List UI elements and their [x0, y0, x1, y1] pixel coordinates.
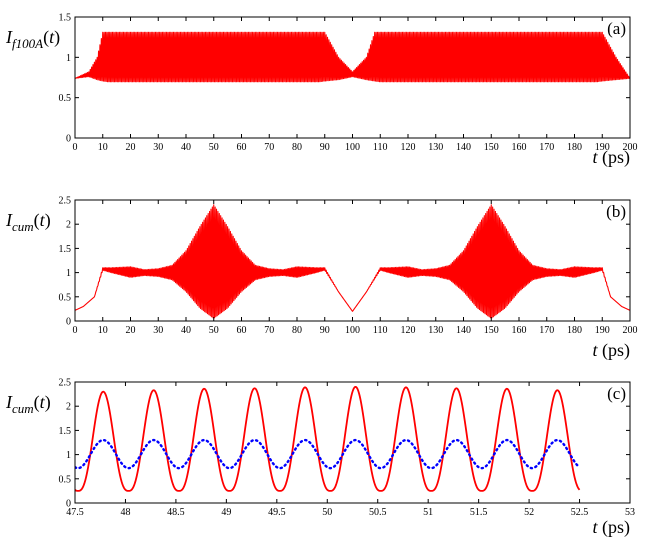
x-tick-label: 60: [237, 142, 247, 153]
x-tick-label: 51: [423, 507, 433, 518]
x-tick-label: 52.5: [571, 507, 589, 518]
x-axis-title: t (ps): [592, 147, 630, 168]
x-tick-label: 100: [345, 325, 360, 336]
y-axis-title: Icum(t): [5, 210, 51, 234]
x-tick-label: 0: [73, 142, 78, 153]
plot-frame: [74, 199, 631, 322]
x-tick-label: 150: [484, 142, 499, 153]
x-tick-label: 49.5: [268, 507, 286, 518]
x-tick-label: 120: [401, 325, 416, 336]
x-tick-label: 140: [456, 142, 471, 153]
x-tick-label: 47.5: [66, 507, 84, 518]
x-tick-label: 20: [126, 325, 136, 336]
panel-label: (b): [606, 202, 626, 221]
y-axis-title: If100A(t): [5, 27, 60, 51]
y-tick-label: 0: [66, 499, 71, 510]
x-tick-label: 130: [428, 325, 443, 336]
y-tick-label: 1: [66, 450, 71, 461]
x-tick-label: 90: [320, 325, 330, 336]
x-tick-label: 190: [595, 325, 610, 336]
y-tick-label: 1.5: [59, 13, 72, 24]
x-tick-label: 20: [126, 142, 136, 153]
plot-area: [75, 204, 630, 319]
y-tick-label: 1: [66, 268, 71, 279]
chart-panel-c: 47.5 48 48.5 49 49.5 50 50.5 51 51.5 52 52.5 53 0 0.5…: [5, 378, 635, 539]
x-tick-label: 49: [221, 507, 231, 518]
y-tick-label: 2.5: [59, 196, 72, 207]
y-axis-title: Icum(t): [5, 392, 51, 416]
x-tick-label: 50: [322, 507, 332, 518]
y-tick-label: 2.5: [59, 378, 72, 389]
x-tick-label: 48.5: [167, 507, 185, 518]
x-tick-label: 120: [401, 142, 416, 153]
x-tick-label: 60: [237, 325, 247, 336]
x-tick-label: 80: [292, 142, 302, 153]
y-tick-label: 0.5: [59, 474, 72, 485]
chart-panel-a: 0 10 20 30 40 50 60 70 80 90 100 110 120 130 140 150 160…: [5, 13, 638, 169]
x-tick-label: 30: [153, 325, 163, 336]
x-tick-label: 40: [181, 142, 191, 153]
y-tick-label: 2: [66, 402, 71, 413]
x-tick-label: 48: [120, 507, 130, 518]
x-tick-label: 70: [264, 142, 274, 153]
x-tick-label: 80: [292, 325, 302, 336]
x-tick-label: 170: [539, 142, 554, 153]
series-line-0: [75, 385, 581, 492]
series-line-0: [75, 204, 630, 319]
y-tick-label: 1: [66, 53, 71, 64]
x-tick-label: 40: [181, 325, 191, 336]
x-tick-label: 50: [209, 142, 219, 153]
x-tick-label: 160: [512, 325, 527, 336]
x-tick-label: 130: [428, 142, 443, 153]
x-tick-label: 170: [539, 325, 554, 336]
x-axis-title: t (ps): [592, 340, 630, 361]
x-tick-label: 190: [595, 142, 610, 153]
x-tick-label: 200: [623, 325, 638, 336]
y-tick-label: 0: [66, 134, 71, 145]
series-line-1: [75, 438, 581, 470]
x-tick-label: 180: [567, 142, 582, 153]
x-tick-label: 50: [209, 325, 219, 336]
plot-area: [75, 385, 581, 492]
x-tick-label: 100: [345, 142, 360, 153]
x-tick-label: 0: [73, 325, 78, 336]
x-tick-label: 140: [456, 325, 471, 336]
x-tick-label: 160: [512, 142, 527, 153]
x-tick-label: 50.5: [369, 507, 387, 518]
x-tick-label: 200: [623, 142, 638, 153]
y-tick-label: 0.5: [59, 292, 72, 303]
x-tick-label: 53: [625, 507, 635, 518]
x-axis-title: t (ps): [592, 517, 630, 538]
plot-frame: [74, 381, 631, 504]
series-line-0: [75, 31, 630, 83]
y-tick-label: 1.5: [59, 244, 72, 255]
x-tick-label: 110: [373, 325, 388, 336]
x-tick-label: 150: [484, 325, 499, 336]
x-tick-label: 30: [153, 142, 163, 153]
y-tick-label: 0: [66, 317, 71, 328]
panel-label: (c): [607, 384, 626, 403]
panel-label: (a): [607, 19, 626, 38]
x-tick-label: 90: [320, 142, 330, 153]
x-tick-label: 51.5: [470, 507, 488, 518]
x-tick-label: 10: [98, 142, 108, 153]
x-tick-label: 52: [524, 507, 534, 518]
y-tick-label: 0.5: [59, 93, 72, 104]
chart-panel-b: 0 10 20 30 40 50 60 70 80 90 100 110 120 130 140 150 160…: [5, 196, 638, 362]
plot-area: [75, 31, 630, 83]
x-tick-label: 10: [98, 325, 108, 336]
y-tick-label: 2: [66, 220, 71, 231]
x-tick-label: 110: [373, 142, 388, 153]
x-tick-label: 180: [567, 325, 582, 336]
y-tick-label: 1.5: [59, 426, 72, 437]
x-tick-label: 70: [264, 325, 274, 336]
